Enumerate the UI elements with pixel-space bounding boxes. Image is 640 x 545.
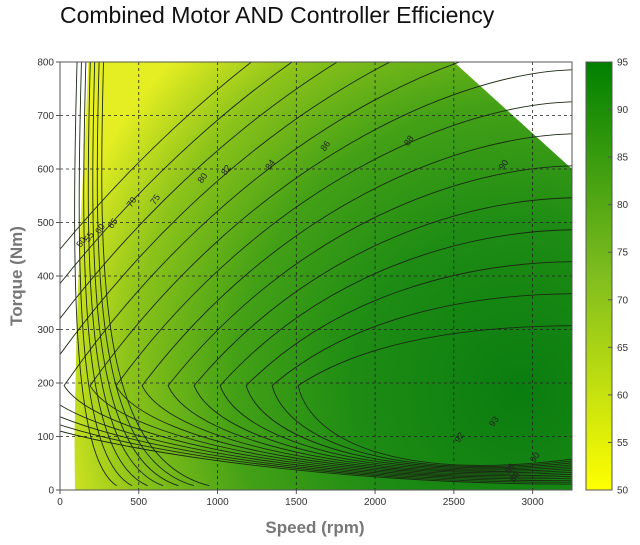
- contour-label: 93: [487, 414, 501, 428]
- x-axis-ticks: 0 500 1000 1500 2000 2500 3000: [57, 490, 544, 508]
- colorbar-scale: [585, 61, 613, 491]
- y-tick-label: 0: [48, 486, 54, 497]
- contour-line: [60, 62, 572, 485]
- x-tick-label: 1500: [285, 497, 308, 508]
- contour-line: [60, 62, 572, 480]
- contour-line: [271, 293, 572, 468]
- contour-line: [115, 101, 572, 475]
- x-tick-label: 1000: [206, 497, 229, 508]
- contour-line: [89, 69, 572, 477]
- contour-line: [141, 133, 572, 474]
- contour-line: [60, 62, 572, 483]
- contour-line: [92, 62, 179, 487]
- efficiency-region: [74, 62, 572, 490]
- x-tick-label: 500: [130, 497, 147, 508]
- contour-line: [83, 62, 148, 487]
- y-tick-label: 500: [37, 218, 54, 229]
- y-tick-label: 800: [37, 58, 54, 69]
- y-tick-label: 200: [37, 379, 54, 390]
- x-tick-label: 2500: [443, 497, 466, 508]
- contour-label: 88: [402, 134, 416, 148]
- colorbar-tick-label: 95: [617, 58, 629, 69]
- contour-line: [167, 165, 572, 472]
- contour-label: 88: [503, 462, 517, 476]
- contour-label: 65: [106, 216, 120, 230]
- contour-line: [297, 325, 572, 466]
- y-tick-label: 100: [37, 432, 54, 443]
- colorbar-tick-label: 65: [617, 343, 629, 354]
- contour-line: [60, 62, 572, 481]
- y-tick-label: 600: [37, 165, 54, 176]
- y-axis-title: Torque (Nm): [7, 226, 26, 326]
- colorbar-tick-label: 80: [617, 200, 629, 211]
- colorbar-tick-label: 60: [617, 390, 629, 401]
- contour-line: [219, 229, 572, 470]
- x-tick-label: 3000: [521, 497, 544, 508]
- y-tick-label: 300: [37, 325, 54, 336]
- contour-line: [96, 62, 195, 487]
- contour-label: 90: [496, 158, 510, 172]
- contour-label: 92: [452, 430, 466, 444]
- x-tick-label: 2000: [364, 497, 387, 508]
- contour-label: 50: [74, 235, 88, 249]
- contour-line: [101, 62, 210, 487]
- colorbar-tick-label: 85: [617, 153, 629, 164]
- colorbar-tick-label: 90: [617, 105, 629, 116]
- colorbar: 50 55 60 65 70 75 80 85 90 95: [585, 58, 629, 497]
- contour-label: 75: [148, 192, 162, 206]
- contour-label: 60: [93, 222, 107, 236]
- contour-label: 70: [125, 195, 139, 209]
- contour-line: [245, 261, 572, 469]
- colorbar-tick-label: 50: [617, 486, 629, 497]
- y-tick-label: 700: [37, 111, 54, 122]
- contour-line: [74, 62, 117, 487]
- colorbar-tick-label: 70: [617, 295, 629, 306]
- x-tick-label: 0: [57, 497, 63, 508]
- contour-line: [63, 62, 572, 478]
- contour-line: [193, 197, 572, 471]
- x-axis-title: Speed (rpm): [265, 518, 364, 537]
- contour-label: 86: [507, 470, 521, 484]
- contour-label: 84: [263, 158, 277, 172]
- contour-label: 80: [196, 171, 210, 185]
- contour-label: 86: [318, 139, 332, 153]
- y-axis-ticks: 0 100 200 300 400 500 600 700 800: [37, 58, 60, 497]
- contour-label: 82: [219, 163, 233, 177]
- y-tick-label: 400: [37, 272, 54, 283]
- colorbar-tick-label: 75: [617, 248, 629, 259]
- contour-line: [87, 62, 164, 487]
- contour-label: 55: [82, 230, 96, 244]
- contour-label: 90: [528, 450, 542, 464]
- contour-line: [78, 62, 133, 487]
- chart-title: Combined Motor AND Controller Efficiency: [60, 2, 495, 28]
- colorbar-tick-label: 55: [617, 438, 629, 449]
